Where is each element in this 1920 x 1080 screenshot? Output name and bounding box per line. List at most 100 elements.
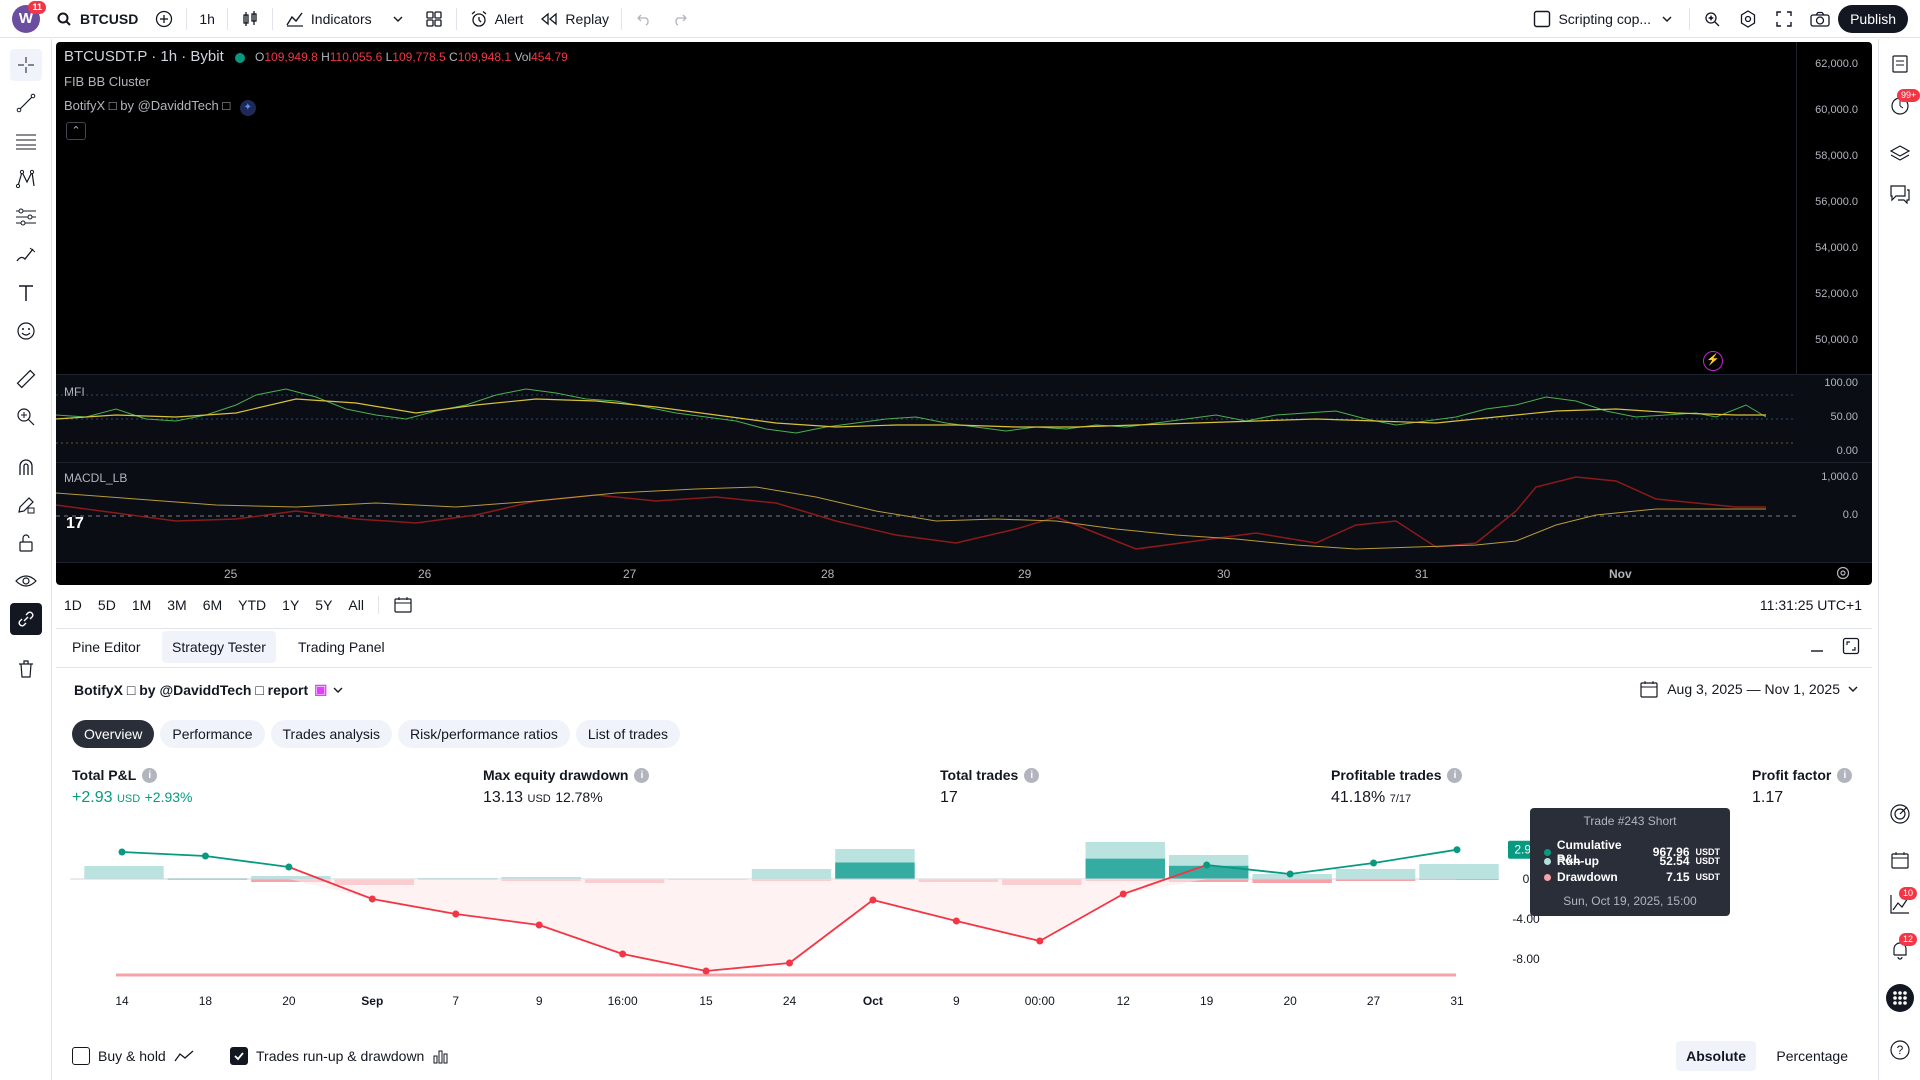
indicator-fib-bb[interactable]: FIB BB Cluster [64, 74, 150, 89]
interval-button[interactable]: 1h [199, 10, 215, 27]
minimize-panel-button[interactable] [1810, 639, 1824, 653]
magnet-tool[interactable] [10, 451, 42, 483]
info-icon[interactable]: i [1447, 767, 1463, 783]
replay-button[interactable]: Replay [531, 0, 617, 38]
ohlc-values: O109,949.8 H110,055.6 L109,778.5 C109,94… [255, 50, 568, 64]
products-button[interactable] [1885, 983, 1915, 1013]
ideas-button[interactable] [1885, 799, 1915, 829]
info-icon[interactable]: i [1024, 767, 1040, 783]
subtab-overview[interactable]: Overview [72, 720, 155, 748]
hotlists-button[interactable]: 10 [1885, 887, 1918, 919]
zoom-tool[interactable] [10, 401, 42, 433]
emoji-tool[interactable] [10, 315, 42, 347]
range-1d[interactable]: 1D [64, 597, 82, 613]
brush-tool[interactable] [10, 239, 42, 271]
x-tick-label: 24 [783, 994, 797, 1008]
text-tool[interactable] [10, 277, 42, 309]
sync-drawings-tool[interactable] [10, 603, 42, 635]
alert-button[interactable]: Alert [461, 0, 532, 38]
metric-profitable-trades: Profitable trades i 41.18% 7/17 [1331, 767, 1463, 807]
range-1m[interactable]: 1M [131, 597, 152, 613]
object-tree-button[interactable] [1885, 139, 1915, 169]
tradingview-logo[interactable]: 17 [66, 515, 84, 532]
range-6m[interactable]: 6M [202, 597, 223, 613]
tab-trading-panel[interactable]: Trading Panel [298, 639, 385, 655]
buy-hold-toggle[interactable]: Buy & hold [72, 1047, 194, 1065]
user-avatar[interactable]: W 11 [12, 0, 46, 33]
snapshot-button[interactable] [1802, 0, 1838, 38]
info-icon[interactable]: i [634, 767, 650, 783]
pattern-tool[interactable] [10, 163, 42, 195]
tab-strategy-tester[interactable]: Strategy Tester [162, 631, 276, 663]
goto-date-button[interactable] [385, 596, 421, 614]
layouts-button[interactable] [416, 0, 452, 38]
settings-button[interactable] [1730, 0, 1766, 38]
measure-tool[interactable] [10, 363, 42, 395]
report-title[interactable]: BotifyX □ by @DaviddTech □ report ▣ [74, 681, 343, 698]
undo-button[interactable] [626, 0, 662, 38]
axis-settings-icon[interactable] [1835, 565, 1851, 581]
symbol-search[interactable]: BTCUSD [46, 0, 146, 38]
chevron-down-icon [333, 685, 343, 695]
trendline-tool[interactable] [10, 87, 42, 119]
help-button[interactable]: ? [1885, 1035, 1915, 1065]
crosshair-tool[interactable] [10, 49, 42, 81]
subtab-trades-analysis[interactable]: Trades analysis [270, 720, 393, 748]
tab-pine-editor[interactable]: Pine Editor [72, 639, 141, 655]
scripting-copilot-toggle[interactable]: Scripting cop... [1524, 0, 1685, 38]
info-icon[interactable]: i [142, 767, 158, 783]
info-icon[interactable]: i [1837, 767, 1853, 783]
divider [621, 7, 623, 30]
range-all[interactable]: All [348, 597, 364, 613]
trash-icon [19, 660, 33, 678]
fullscreen-button[interactable] [1766, 0, 1802, 38]
time-axis[interactable]: 25 26 27 28 29 30 31 Nov [56, 562, 1872, 585]
pnl-line-segment [538, 924, 623, 955]
quick-search-button[interactable] [1694, 0, 1730, 38]
clock-timezone[interactable]: 11:31:25 UTC+1 [1759, 597, 1862, 613]
indicators-button[interactable]: Indicators [277, 0, 380, 38]
pnl-line-segment [455, 913, 540, 926]
redo-button[interactable] [662, 0, 698, 38]
lock-drawings-tool[interactable] [10, 527, 42, 559]
divider [226, 7, 228, 30]
search-icon [54, 9, 74, 29]
subtab-risk-ratios[interactable]: Risk/performance ratios [398, 720, 570, 748]
remove-drawings-tool[interactable] [10, 653, 42, 685]
runup-drawdown-toggle[interactable]: Trades run-up & drawdown [230, 1047, 450, 1065]
chart-type-button[interactable] [232, 0, 268, 38]
maximize-panel-button[interactable] [1842, 637, 1860, 655]
calendar-button[interactable] [1885, 845, 1915, 875]
subtab-list-of-trades[interactable]: List of trades [575, 720, 681, 748]
watchlist-button[interactable] [1885, 49, 1915, 79]
mfi-tick: 50.00 [1830, 411, 1858, 423]
date-range-picker[interactable]: Aug 3, 2025 — Nov 1, 2025 [1639, 679, 1858, 699]
lightning-event-icon[interactable]: ⚡ [1703, 351, 1723, 371]
indicator-botifyx[interactable]: BotifyX □ by @DaviddTech □ ✦ [64, 98, 256, 116]
y-tick-label: 0 [1523, 872, 1530, 886]
pnl-point [1119, 890, 1127, 898]
notifications-button[interactable]: 12 [1885, 933, 1918, 965]
stay-drawing-tool[interactable] [10, 489, 42, 521]
range-5y[interactable]: 5Y [315, 597, 333, 613]
chats-button[interactable] [1885, 179, 1915, 209]
compare-button[interactable] [146, 0, 182, 38]
fib-tool[interactable] [10, 125, 42, 157]
price-chart[interactable]: BTCUSDT.P · 1h · Bybit O109,949.8 H110,0… [56, 42, 1872, 585]
range-3m[interactable]: 3M [167, 597, 187, 613]
runup-bar [1335, 869, 1416, 879]
equity-chart[interactable]: 14 18 20 Sep 7 9 16:00 15 24 Oct 9 00:00 12 19 20 27 31 0… [56, 829, 1872, 1009]
forecast-tool[interactable] [10, 201, 42, 233]
indicators-dropdown[interactable] [380, 0, 416, 38]
alerts-panel-button[interactable]: 99+ [1885, 89, 1920, 121]
range-ytd[interactable]: YTD [238, 597, 267, 613]
range-5d[interactable]: 5D [97, 597, 116, 613]
subtab-performance[interactable]: Performance [160, 720, 265, 748]
percentage-toggle[interactable]: Percentage [1776, 1048, 1848, 1064]
absolute-toggle[interactable]: Absolute [1676, 1041, 1756, 1071]
collapse-legend-button[interactable]: ⌃ [66, 122, 86, 140]
hide-drawings-tool[interactable] [10, 565, 42, 597]
replay-label: Replay [565, 10, 610, 27]
range-1y[interactable]: 1Y [282, 597, 300, 613]
publish-button[interactable]: Publish [1838, 4, 1908, 33]
